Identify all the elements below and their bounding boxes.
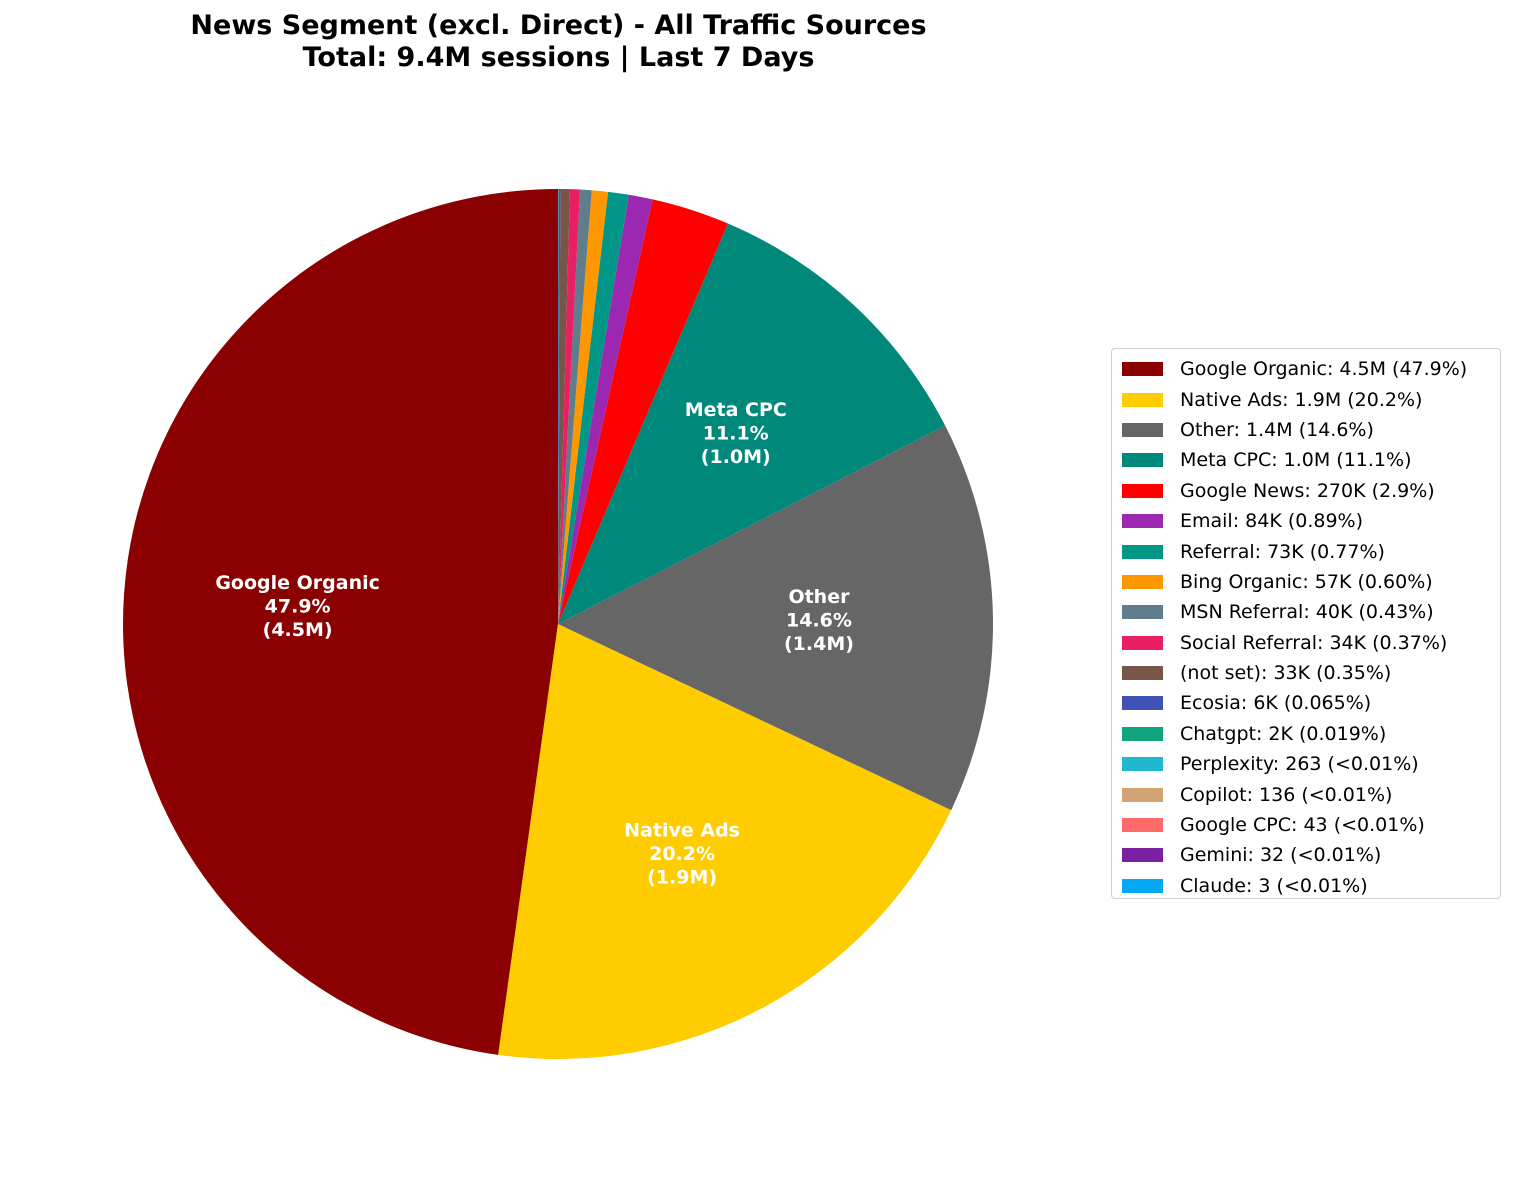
legend-label: Native Ads: 1.9M (20.2%) [1180,388,1423,411]
legend-swatch [1122,514,1163,529]
legend-swatch [1122,696,1163,711]
legend-item: Copilot: 136 (<0.01%) [1112,779,1500,809]
legend-label: Claude: 3 (<0.01%) [1180,874,1368,897]
legend-swatch [1122,453,1163,468]
legend-label: Bing Organic: 57K (0.60%) [1180,570,1433,593]
legend-label: (not set): 33K (0.35%) [1180,662,1392,685]
chart-title-line-1: News Segment (excl. Direct) - All Traffi… [190,10,927,41]
legend-item: Google Organic: 4.5M (47.9%) [1112,354,1500,384]
pie-slice-bing-organic [558,190,609,624]
pie-slice-not-set [558,189,570,624]
legend-swatch [1122,848,1163,863]
chart-legend: Google Organic: 4.5M (47.9%) Native Ads: … [1111,348,1501,899]
legend-item: Native Ads: 1.9M (20.2%) [1112,384,1500,414]
legend-label: Google News: 270K (2.9%) [1180,479,1435,502]
pie-slice-referral [558,191,629,624]
slice-label: Native Ads 20.2% (1.9M) [624,820,740,889]
legend-item: Google CPC: 43 (<0.01%) [1112,810,1500,840]
legend-swatch [1122,362,1163,377]
legend-swatch [1122,483,1163,498]
legend-label: MSN Referral: 40K (0.43%) [1180,601,1434,624]
legend-item: Chatgpt: 2K (0.019%) [1112,719,1500,749]
legend-label: Google Organic: 4.5M (47.9%) [1180,358,1468,381]
pie-chart: Google Organic 47.9% (4.5M) Native Ads 20.2%… [123,188,994,1059]
legend-label: Google CPC: 43 (<0.01%) [1180,814,1425,837]
legend-label: Social Referral: 34K (0.37%) [1180,631,1448,654]
legend-item: Ecosia: 6K (0.065%) [1112,688,1500,718]
legend-item: Claude: 3 (<0.01%) [1112,871,1500,901]
legend-label: Copilot: 136 (<0.01%) [1180,783,1393,806]
legend-swatch [1122,818,1163,833]
pie-slice-google-organic [123,189,558,1055]
legend-item: Social Referral: 34K (0.37%) [1112,628,1500,658]
legend-item: Google News: 270K (2.9%) [1112,476,1500,506]
chart-subtitle: Total: 9.4M sessions | Last 7 Days [302,42,815,73]
legend-item: Bing Organic: 57K (0.60%) [1112,567,1500,597]
legend-item: (not set): 33K (0.35%) [1112,658,1500,688]
legend-label: Other: 1.4M (14.6%) [1180,418,1374,441]
legend-swatch [1122,574,1163,589]
legend-item: Email: 84K (0.89%) [1112,506,1500,536]
legend-item: Meta CPC: 1.0M (11.1%) [1112,445,1500,475]
legend-item: Referral: 73K (0.77%) [1112,536,1500,566]
legend-swatch [1122,605,1163,620]
pie-slice-chatgpt [558,189,559,625]
slice-label: Google Organic 47.9% (4.5M) [215,572,380,641]
legend-item: Perplexity: 263 (<0.01%) [1112,749,1500,779]
legend-item: MSN Referral: 40K (0.43%) [1112,597,1500,627]
pie-slice-email [558,194,653,625]
pie-slice-ecosia [558,189,561,624]
legend-swatch [1122,635,1163,650]
legend-label: Gemini: 32 (<0.01%) [1180,844,1382,867]
legend-label: Ecosia: 6K (0.065%) [1180,692,1372,715]
pie-slice-meta-cpc [558,223,946,624]
legend-swatch [1122,878,1163,893]
legend-swatch [1122,392,1163,407]
legend-label: Meta CPC: 1.0M (11.1%) [1180,449,1412,472]
legend-swatch [1122,726,1163,741]
legend-label: Perplexity: 263 (<0.01%) [1180,753,1419,776]
chart-title: News Segment (excl. Direct) - All Traffi… [0,10,1117,74]
legend-label: Email: 84K (0.89%) [1180,510,1364,533]
slice-label: Other 14.6% (1.4M) [784,586,854,655]
legend-swatch [1122,757,1163,772]
legend-label: Chatgpt: 2K (0.019%) [1180,722,1387,745]
slice-label: Meta CPC 11.1% (1.0M) [685,399,787,468]
legend-swatch [1122,422,1163,437]
legend-item: Gemini: 32 (<0.01%) [1112,840,1500,870]
pie-slice-native-ads [498,624,952,1059]
pie-slice-social-referral [558,189,581,624]
pie-slice-google-news [558,199,728,625]
pie-slice-other [558,425,994,811]
legend-swatch [1122,787,1163,802]
legend-swatch [1122,666,1163,681]
legend-swatch [1122,544,1163,559]
legend-label: Referral: 73K (0.77%) [1180,540,1385,563]
legend-item: Other: 1.4M (14.6%) [1112,415,1500,445]
pie-slice-msn-referral [558,189,592,624]
